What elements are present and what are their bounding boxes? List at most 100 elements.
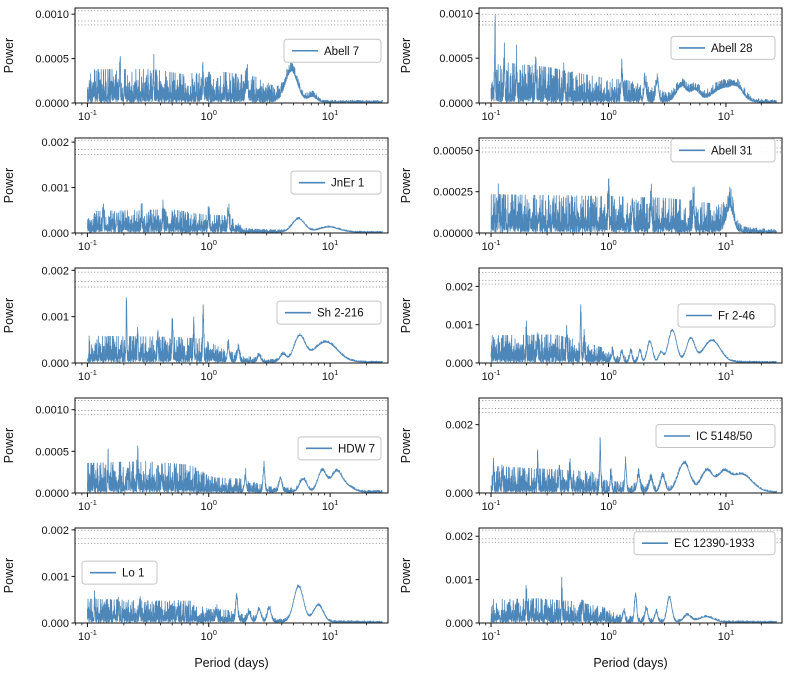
y-axis-label: Power — [2, 168, 16, 203]
legend: Abell 28 — [670, 35, 776, 60]
y-tick-label: 0.001 — [445, 575, 473, 587]
y-tick-label: 0.002 — [445, 420, 473, 432]
x-tick-label: 10-1 — [78, 238, 97, 253]
y-tick-label: 0.000 — [445, 358, 473, 370]
x-tick-label: 100 — [600, 368, 616, 383]
x-tick-label: 101 — [322, 108, 338, 123]
legend-label: Abell 31 — [711, 145, 753, 157]
panel-abell-28: 10-1 100 101 0.0000 0.0005 0.0010 Power Abell 2… — [394, 0, 788, 130]
x-tick-label: 10-1 — [78, 628, 97, 643]
x-axis-label: Period (days) — [194, 656, 268, 670]
legend-box — [655, 424, 776, 448]
panel-svg-lo-1: 10-1 100 101 0.000 0.001 0.002 Power Period (da… — [2, 525, 389, 670]
panel-svg-abell-31: 10-1 100 101 0.00000 0.00025 0.00050 Power Abel… — [399, 137, 783, 253]
periodogram-line — [87, 584, 383, 623]
x-axis-label: Period (days) — [593, 656, 667, 670]
y-tick-label: 0.001 — [445, 320, 473, 332]
x-tick-label: 10-1 — [482, 108, 501, 123]
panel-sh-2-216: 10-1 100 101 0.000 0.001 0.002 Power Sh 2-216 — [0, 260, 394, 390]
legend-label: EC 12390-1933 — [674, 538, 755, 550]
y-tick-label: 0.0000 — [35, 98, 69, 110]
periodogram-line — [490, 304, 777, 363]
y-tick-label: 0.001 — [41, 571, 69, 583]
y-tick-label: 0.0005 — [439, 53, 473, 65]
legend-box — [670, 35, 776, 60]
y-tick-label: 0.0000 — [439, 98, 473, 110]
panel-fr-2-46: 10-1 100 101 0.000 0.001 0.002 Power Fr 2-46 — [394, 260, 788, 390]
y-axis-label: Power — [2, 38, 16, 73]
x-tick-label: 101 — [718, 238, 734, 253]
y-tick-label: 0.000 — [445, 618, 473, 630]
y-tick-label: 0.0005 — [35, 446, 69, 458]
x-tick-label: 100 — [600, 108, 616, 123]
x-tick-label: 101 — [322, 368, 338, 383]
y-tick-label: 0.0000 — [35, 488, 69, 500]
legend-box — [297, 436, 382, 461]
y-tick-label: 0.001 — [41, 312, 69, 324]
legend-box — [670, 138, 776, 163]
axes-frame — [74, 137, 389, 234]
periodogram-line — [490, 178, 777, 233]
periodogram-line — [490, 437, 778, 493]
legend: Fr 2-46 — [677, 303, 776, 328]
y-tick-label: 0.002 — [445, 281, 473, 293]
panel-abell-7: 10-1 100 101 0.0000 0.0005 0.0010 Power Abell 7 — [0, 0, 394, 130]
legend-label: HDW 7 — [338, 443, 375, 455]
legend: HDW 7 — [297, 436, 382, 461]
y-axis-label: Power — [399, 428, 413, 463]
legend-box — [290, 170, 382, 195]
legend: JnEr 1 — [290, 170, 382, 195]
y-axis-label: Power — [399, 298, 413, 333]
legend-label: Sh 2-216 — [317, 308, 364, 320]
x-tick-label: 101 — [322, 498, 338, 513]
legend: EC 12390-1933 — [633, 531, 776, 556]
x-tick-label: 101 — [322, 238, 338, 253]
x-tick-label: 101 — [718, 368, 734, 383]
axes-frame — [478, 267, 783, 364]
y-tick-label: 0.0010 — [35, 9, 69, 21]
legend: Abell 31 — [670, 138, 776, 163]
axes-frame — [74, 7, 389, 104]
legend-label: Fr 2-46 — [718, 311, 755, 323]
panel-svg-abell-7: 10-1 100 101 0.0000 0.0005 0.0010 Power Abell 7 — [2, 7, 389, 123]
panel-jner-1: 10-1 100 101 0.000 0.001 0.002 Power JnEr 1 — [0, 130, 394, 260]
legend: Abell 7 — [283, 38, 382, 63]
y-tick-label: 0.00025 — [433, 187, 473, 199]
axes-frame — [74, 267, 389, 364]
panel-svg-sh-2-216: 10-1 100 101 0.000 0.001 0.002 Power Sh 2-216 — [2, 265, 389, 383]
x-tick-label: 101 — [322, 628, 338, 643]
x-tick-label: 10-1 — [482, 238, 501, 253]
x-tick-label: 100 — [201, 368, 217, 383]
panel-svg-fr-2-46: 10-1 100 101 0.000 0.001 0.002 Power Fr 2-46 — [399, 267, 783, 383]
periodogram-line — [490, 576, 778, 623]
x-tick-label: 100 — [600, 238, 616, 253]
panel-ic-5148-50: 10-1 100 101 0.000 0.002 Power IC 5148/50 — [394, 390, 788, 520]
y-axis-label: Power — [399, 38, 413, 73]
y-tick-label: 0.002 — [41, 137, 69, 149]
periodogram-line — [87, 445, 383, 493]
axes-frame — [478, 137, 783, 234]
x-tick-label: 101 — [718, 108, 734, 123]
legend-label: IC 5148/50 — [696, 431, 752, 443]
legend: Lo 1 — [81, 560, 158, 585]
axes-frame — [74, 397, 389, 494]
y-tick-label: 0.00000 — [433, 228, 473, 240]
y-tick-label: 0.002 — [41, 525, 69, 537]
legend-label: JnEr 1 — [331, 178, 364, 190]
x-tick-label: 100 — [600, 628, 616, 643]
y-axis-label: Power — [2, 428, 16, 463]
x-tick-label: 101 — [718, 498, 734, 513]
legend: IC 5148/50 — [655, 424, 776, 448]
x-tick-label: 10-1 — [482, 628, 501, 643]
y-axis-label: Power — [2, 298, 16, 333]
x-tick-label: 10-1 — [78, 368, 97, 383]
legend-label: Lo 1 — [122, 568, 144, 580]
periodogram-line — [490, 15, 778, 103]
panel-svg-hdw-7: 10-1 100 101 0.0000 0.0005 0.0010 Power HDW 7 — [2, 397, 389, 513]
panel-ec-12390-1933: 10-1 100 101 0.000 0.001 0.002 Power Period (da… — [394, 520, 788, 676]
y-tick-label: 0.000 — [41, 358, 69, 370]
y-tick-label: 0.002 — [41, 265, 69, 277]
x-tick-label: 10-1 — [78, 108, 97, 123]
legend-box — [81, 560, 158, 585]
y-tick-label: 0.0010 — [439, 8, 473, 20]
